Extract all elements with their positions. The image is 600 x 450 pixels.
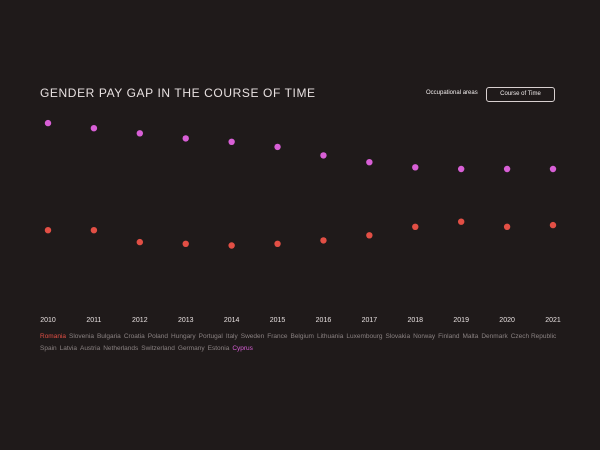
data-point-s1-2019[interactable]	[457, 165, 465, 173]
data-point-s2-2017[interactable]	[366, 232, 373, 239]
country-portugal[interactable]: Portugal	[198, 333, 223, 340]
country-czech-republic[interactable]: Czech Republic	[510, 333, 557, 340]
x-tick-label: 2011	[86, 317, 101, 324]
country-latvia[interactable]: Latvia	[59, 345, 77, 352]
country-luxembourg[interactable]: Luxembourg	[346, 333, 383, 340]
data-point-s2-2012[interactable]	[136, 238, 144, 246]
data-point-s1-2014[interactable]	[228, 138, 235, 145]
country-france[interactable]: France	[267, 333, 288, 340]
country-norway[interactable]: Norway	[413, 333, 436, 340]
country-hungary[interactable]: Hungary	[171, 333, 196, 340]
data-point-s1-2015[interactable]	[274, 143, 281, 151]
country-croatia[interactable]: Croatia	[123, 333, 145, 340]
country-poland[interactable]: Poland	[147, 333, 169, 340]
data-point-s1-2013[interactable]	[182, 135, 189, 142]
data-point-s2-2013[interactable]	[182, 240, 189, 247]
country-slovakia[interactable]: Slovakia	[385, 333, 411, 340]
data-point-s1-2012[interactable]	[136, 130, 144, 137]
x-tick-label: 2014	[224, 317, 240, 324]
country-slovenia[interactable]: Slovenia	[69, 333, 94, 340]
data-point-s1-2016[interactable]	[320, 152, 327, 159]
country-italy[interactable]: Italy	[225, 333, 238, 340]
country-switzerland[interactable]: Switzerland	[141, 345, 175, 352]
x-tick-label: 2010	[40, 317, 56, 324]
x-tick-label: 2020	[499, 317, 515, 324]
data-point-s2-2019[interactable]	[457, 218, 465, 225]
data-point-s1-2011[interactable]	[90, 125, 98, 132]
course-of-time-button[interactable]: Course of Time	[486, 87, 555, 102]
data-point-s1-2020[interactable]	[503, 165, 511, 173]
country-cyprus[interactable]: Cyprus	[232, 345, 253, 352]
country-denmark[interactable]: Denmark	[481, 333, 508, 340]
country-sweden[interactable]: Sweden	[240, 333, 265, 340]
country-spain[interactable]: Spain	[40, 345, 57, 352]
data-point-s2-2011[interactable]	[90, 227, 98, 234]
country-bulgaria[interactable]: Bulgaria	[96, 333, 121, 340]
country-estonia[interactable]: Estonia	[207, 345, 230, 352]
x-tick-label: 2016	[316, 317, 332, 324]
country-germany[interactable]: Germany	[177, 345, 205, 352]
country-malta[interactable]: Malta	[462, 333, 479, 340]
data-point-s1-2021[interactable]	[549, 165, 557, 173]
x-tick-label: 2013	[178, 317, 194, 324]
country-lithuania[interactable]: Lithuania	[316, 333, 344, 340]
x-tick-label: 2019	[453, 317, 469, 324]
x-tick-label: 2021	[545, 317, 561, 324]
country-romania[interactable]: Romania	[40, 333, 67, 340]
x-tick-label: 2017	[362, 317, 378, 324]
data-point-s1-2010[interactable]	[44, 119, 52, 127]
data-point-s2-2010[interactable]	[44, 227, 52, 234]
data-point-s2-2020[interactable]	[503, 223, 511, 230]
country-netherlands[interactable]: Netherlands	[103, 345, 139, 352]
data-point-s2-2016[interactable]	[320, 237, 327, 244]
country-austria[interactable]: Austria	[79, 345, 101, 352]
data-point-s2-2014[interactable]	[228, 242, 235, 249]
country-belgium[interactable]: Belgium	[290, 333, 314, 340]
country-finland[interactable]: Finland	[438, 333, 460, 340]
chart-title: GENDER PAY GAP IN THE COURSE OF TIME	[40, 86, 316, 100]
country-list: Romania Slovenia Bulgaria Croatia Poland Hung…	[40, 331, 560, 355]
x-tick-label: 2018	[407, 317, 423, 324]
data-point-s1-2018[interactable]	[412, 164, 419, 171]
x-tick-label: 2015	[270, 317, 286, 324]
occupational-areas-link[interactable]: Occupational areas	[426, 90, 478, 96]
x-tick-label: 2012	[132, 317, 148, 324]
data-point-s2-2021[interactable]	[549, 221, 557, 229]
data-point-s2-2015[interactable]	[274, 240, 281, 247]
data-point-s1-2017[interactable]	[366, 159, 373, 166]
data-point-s2-2018[interactable]	[412, 223, 419, 230]
